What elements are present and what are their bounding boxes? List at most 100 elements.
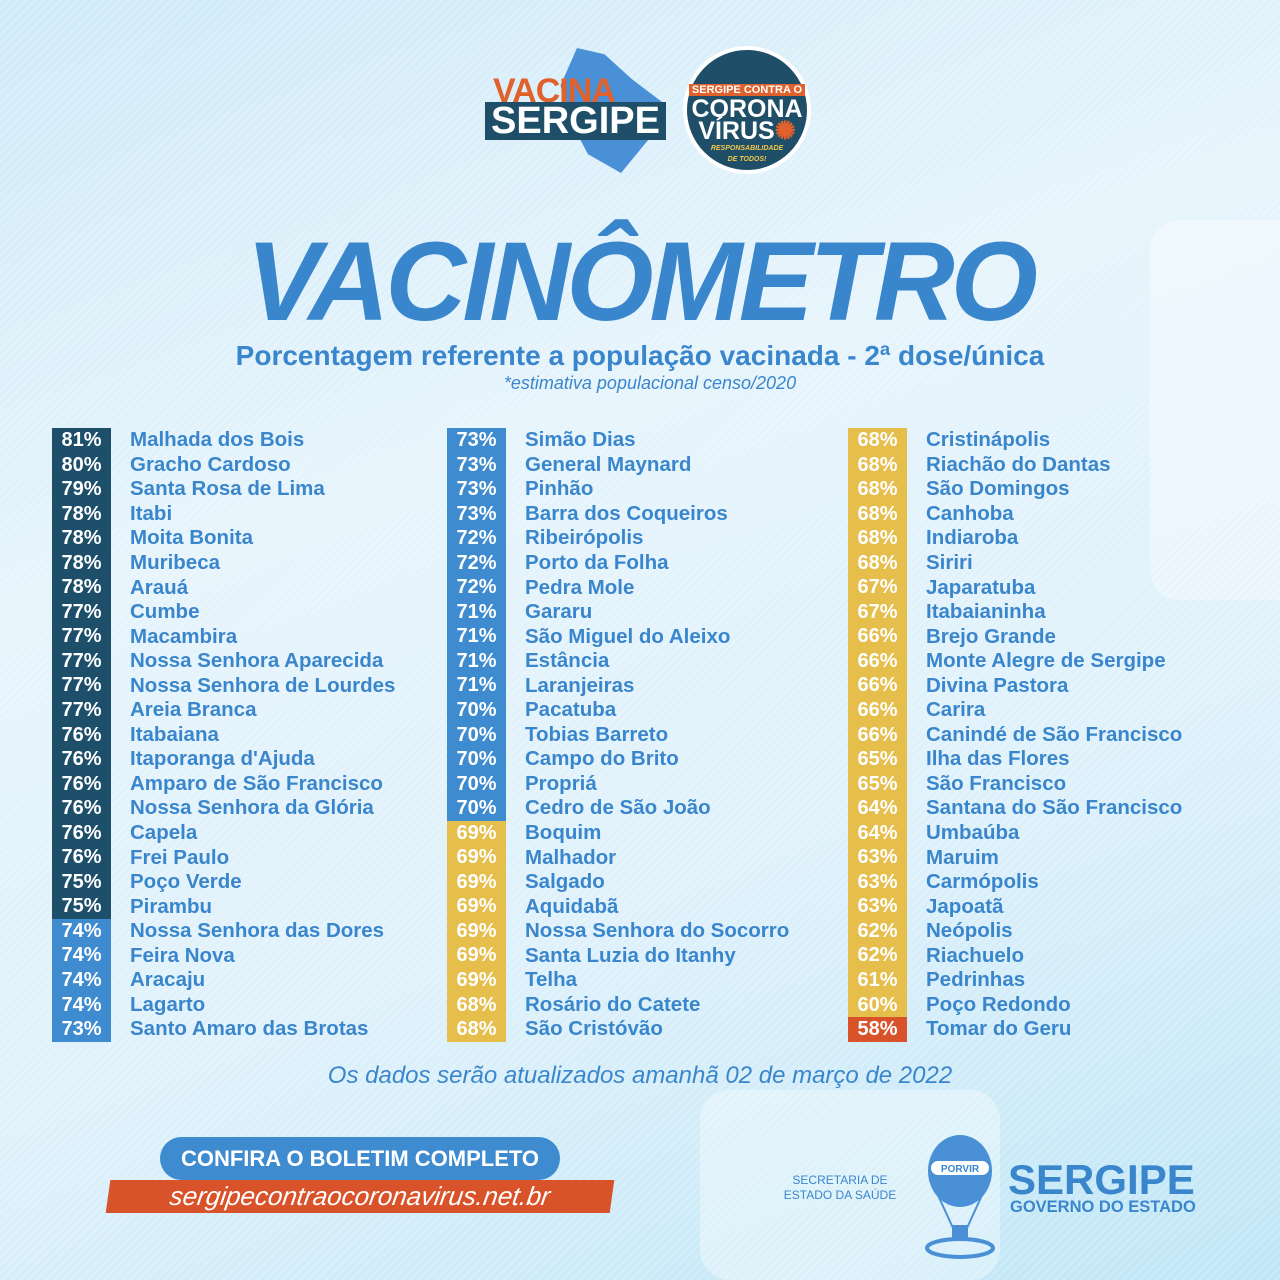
municipality-name: Estância: [525, 649, 610, 673]
municipality-row: 69% Boquim: [447, 820, 789, 846]
municipality-name: Itabi: [130, 501, 173, 525]
vaccination-percent-badge: 62%: [848, 918, 907, 944]
municipality-name: Pedrinhas: [926, 968, 1026, 992]
website-link[interactable]: sergipecontraocoronavirus.net.br: [105, 1180, 615, 1213]
vaccination-percent-badge: 73%: [447, 501, 506, 527]
crest-text: PORVIR: [941, 1164, 980, 1175]
municipality-row: 69% Santa Luzia do Itanhy: [447, 943, 789, 969]
vaccination-percent-badge: 78%: [52, 575, 111, 600]
boletim-button[interactable]: CONFIRA O BOLETIM COMPLETO: [160, 1137, 560, 1180]
municipality-row: 74% Nossa Senhora das Dores: [52, 918, 395, 944]
update-note: Os dados serão atualizados amanhã 02 de …: [327, 1062, 953, 1089]
municipality-row: 62% Riachuelo: [848, 943, 1182, 969]
municipality-name: Simão Dias: [525, 428, 636, 452]
municipality-row: 73% Barra dos Coqueiros: [447, 501, 789, 527]
municipality-name: Arauá: [130, 575, 189, 599]
vaccination-percent-badge: 66%: [848, 673, 907, 699]
municipality-name: Santana do São Francisco: [926, 796, 1183, 820]
municipality-row: 68% Rosário do Catete: [447, 992, 789, 1018]
logo-sergipe-text: SERGIPE: [485, 102, 666, 140]
vaccination-percent-badge: 65%: [848, 771, 907, 797]
badge-line2: CORONA: [691, 95, 803, 123]
vaccination-percent-badge: 66%: [848, 698, 907, 723]
municipality-name: Riachuelo: [926, 943, 1024, 967]
secretaria-label: SECRETARIA DE ESTADO DA SAÚDE: [780, 1173, 900, 1203]
municipality-name: Tomar do Geru: [926, 1017, 1072, 1041]
municipality-name: Canhoba: [926, 501, 1014, 525]
vaccination-percent-badge: 68%: [447, 992, 506, 1018]
municipality-name: Indiaroba: [926, 526, 1019, 550]
sergipe-government-logo: SERGIPE: [1008, 1156, 1195, 1203]
municipality-name: Macambira: [130, 624, 238, 648]
vaccination-percent-badge: 76%: [52, 796, 111, 821]
municipality-name: Feira Nova: [130, 943, 235, 967]
municipality-name: Cristinápolis: [926, 428, 1051, 452]
badge-line3: VÍRUS: [698, 117, 775, 145]
municipality-name: Poço Redondo: [926, 992, 1071, 1016]
vaccination-percent-badge: 74%: [52, 918, 111, 944]
municipality-row: 69% Aquidabã: [447, 894, 789, 919]
ranking-column-3: 68% Cristinápolis 68% Riachão do Dantas 68% S…: [848, 428, 1182, 1042]
porvir-balloon-crest-icon: PORVIR: [925, 1135, 995, 1259]
municipality-name: General Maynard: [525, 452, 692, 476]
municipality-row: 68% Indiaroba: [848, 526, 1182, 551]
municipality-row: 76% Itabaiana: [52, 722, 395, 748]
vaccination-percent-badge: 66%: [848, 624, 907, 649]
municipality-row: 77% Cumbe: [52, 599, 395, 625]
municipality-name: Nossa Senhora da Glória: [130, 796, 374, 820]
vaccination-percent-badge: 68%: [848, 477, 907, 502]
municipality-name: Areia Branca: [130, 698, 257, 722]
badge-tagline1: RESPONSABILIDADE: [710, 145, 784, 152]
municipality-name: Nossa Senhora de Lourdes: [130, 673, 396, 697]
municipality-name: Umbaúba: [926, 821, 1020, 845]
municipality-row: 77% Macambira: [52, 624, 395, 649]
municipality-row: 63% Maruim: [848, 845, 1182, 870]
municipality-row: 63% Carmópolis: [848, 869, 1182, 895]
vaccination-percent-badge: 70%: [447, 796, 506, 821]
vaccination-percent-badge: 64%: [848, 820, 907, 846]
municipality-row: 76% Nossa Senhora da Glória: [52, 796, 395, 821]
virus-icon: ✺: [774, 117, 796, 145]
vaccination-percent-badge: 73%: [447, 477, 506, 502]
municipality-name: Malhada dos Bois: [130, 428, 305, 452]
government-subtitle: GOVERNO DO ESTADO: [1010, 1198, 1196, 1216]
municipality-name: São Cristóvão: [525, 1017, 663, 1041]
vaccination-percent-badge: 69%: [447, 943, 506, 969]
vaccination-percent-badge: 63%: [848, 894, 907, 919]
municipality-name: Canindé de São Francisco: [926, 722, 1183, 746]
municipality-name: Boquim: [525, 821, 602, 845]
municipality-name: Neópolis: [926, 919, 1013, 943]
municipality-row: 72% Ribeirópolis: [447, 526, 789, 551]
vaccination-percent-badge: 77%: [52, 648, 111, 674]
municipality-name: Pirambu: [130, 894, 213, 918]
municipality-row: 71% Gararu: [447, 599, 789, 625]
municipality-row: 66% Brejo Grande: [848, 624, 1182, 649]
vaccination-percent-badge: 68%: [848, 452, 907, 478]
vaccination-percent-badge: 80%: [52, 452, 111, 478]
municipality-name: Poço Verde: [130, 870, 242, 894]
vaccination-percent-badge: 64%: [848, 796, 907, 821]
municipality-row: 78% Itabi: [52, 501, 395, 527]
municipality-row: 68% Siriri: [848, 550, 1182, 576]
municipality-name: Propriá: [525, 771, 597, 795]
municipality-row: 78% Muribeca: [52, 550, 395, 576]
vaccination-percent-badge: 77%: [52, 673, 111, 699]
municipality-row: 69% Salgado: [447, 869, 789, 895]
municipality-row: 72% Porto da Folha: [447, 550, 789, 576]
municipality-row: 68% Canhoba: [848, 501, 1182, 527]
vaccination-percent-badge: 74%: [52, 992, 111, 1018]
municipality-row: 77% Nossa Senhora de Lourdes: [52, 673, 396, 699]
municipality-row: 77% Areia Branca: [52, 698, 395, 723]
municipality-row: 73% Pinhão: [447, 477, 789, 502]
municipality-row: 67% Itabaianinha: [848, 599, 1182, 625]
vaccination-percent-badge: 69%: [447, 820, 506, 846]
municipality-row: 76% Itaporanga d'Ajuda: [52, 747, 395, 772]
vaccination-percent-badge: 65%: [848, 747, 907, 772]
vaccination-percent-badge: 76%: [52, 845, 111, 870]
municipality-row: 69% Telha: [447, 968, 789, 993]
secretaria-line2: ESTADO DA SAÚDE: [783, 1188, 897, 1202]
municipality-row: 58% Tomar do Geru: [848, 1017, 1182, 1042]
municipality-row: 78% Moita Bonita: [52, 526, 395, 551]
vaccination-percent-badge: 68%: [848, 428, 907, 453]
municipality-row: 70% Campo do Brito: [447, 747, 789, 772]
